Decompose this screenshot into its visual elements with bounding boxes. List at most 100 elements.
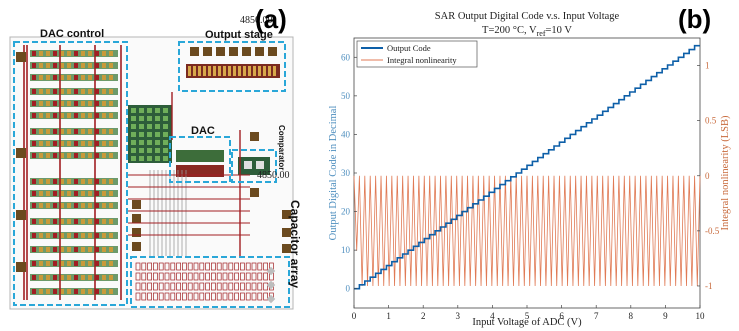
logic-cell [67,63,71,68]
capacitor-cell [153,292,158,301]
logic-cell [88,113,92,118]
logic-cell [102,219,106,224]
logic-cell [102,233,106,238]
capacitor-cell [211,262,216,271]
capacitor-cell [240,272,245,281]
matrix-cell [131,132,136,137]
logic-cell [60,89,64,94]
logic-cell [81,247,85,252]
logic-cell [95,75,99,80]
logic-cell [53,275,57,280]
matrix-cell [155,132,160,137]
inl-line [353,175,701,286]
matrix-cell [139,132,144,137]
capacitor-cell [228,292,234,301]
logic-cell [95,289,99,294]
matrix-cell [163,116,168,121]
logic-cell [46,203,50,208]
capacitor-cell [199,272,205,281]
matrix-cell [147,148,152,153]
panel-b-label: (b) [678,4,711,34]
y2-tick-label: -1 [705,281,713,291]
capacitor-cell [164,282,170,291]
matrix-cell [163,108,168,113]
capacitor-cell [211,272,216,281]
logic-cell [67,289,71,294]
output-finger [193,66,196,76]
output-finger [248,66,251,76]
output-finger [228,66,231,76]
capacitor-cell [170,262,176,271]
logic-cell [32,289,36,294]
bond-pad [16,52,26,62]
capacitor-cell [193,292,199,301]
logic-cell [81,63,85,68]
bond-pad [282,228,291,237]
logic-cell [32,101,36,106]
logic-cell [46,275,50,280]
logic-cell [88,261,92,266]
capacitor-cell [193,272,199,281]
subtitle-suffix: =10 V [546,25,573,36]
matrix-cell [139,108,144,113]
logic-cell [109,219,113,224]
logic-cell [109,261,113,266]
logic-cell [102,261,106,266]
logic-cell [46,247,50,252]
logic-cell [53,219,57,224]
logic-cell [81,191,85,196]
y2-tick-label: 0 [705,171,710,181]
logic-cell [88,179,92,184]
logic-cell [74,261,78,266]
x-tick-label: 6 [559,311,564,321]
y-tick-label: 10 [341,245,351,255]
logic-cell [109,203,113,208]
dac-label: DAC [191,125,215,137]
logic-cell [81,179,85,184]
capacitor-dummy [266,280,276,290]
logic-cell [39,141,43,146]
capacitor-cell [193,262,199,271]
capacitor-cell [205,282,210,291]
y-tick-label: 60 [341,52,351,62]
capacitor-cell [187,282,193,291]
logic-cell [39,261,43,266]
capacitor-cell [170,272,176,281]
capacitor-dummy [266,294,276,304]
capacitor-cell [135,262,141,271]
logic-cell [95,247,99,252]
matrix-cell [131,140,136,145]
capacitor-cell [263,262,268,271]
logic-cell [81,141,85,146]
logic-cell [60,289,64,294]
logic-cell [102,51,106,56]
logic-cell [46,179,50,184]
logic-cell [39,289,43,294]
logic-cell [88,101,92,106]
logic-cell [88,247,92,252]
logic-cell [60,191,64,196]
logic-cell [60,153,64,158]
logic-cell [32,63,36,68]
output-pad [255,47,264,56]
output-pad [203,47,212,56]
output-stage-box [178,41,286,92]
inl-series [353,175,701,286]
capacitor-cell [193,282,199,291]
logic-cell [39,203,43,208]
logic-cell [32,261,36,266]
logic-cell [46,261,50,266]
logic-cell [95,275,99,280]
logic-cell [32,129,36,134]
matrix-cell [147,116,152,121]
capacitor-cell [216,262,222,271]
logic-cell [53,75,57,80]
logic-cell [74,141,78,146]
logic-cell [60,101,64,106]
capacitor-cell [222,282,228,291]
logic-cell [53,141,57,146]
output-pad [190,47,199,56]
logic-cell [60,275,64,280]
logic-cell [88,89,92,94]
